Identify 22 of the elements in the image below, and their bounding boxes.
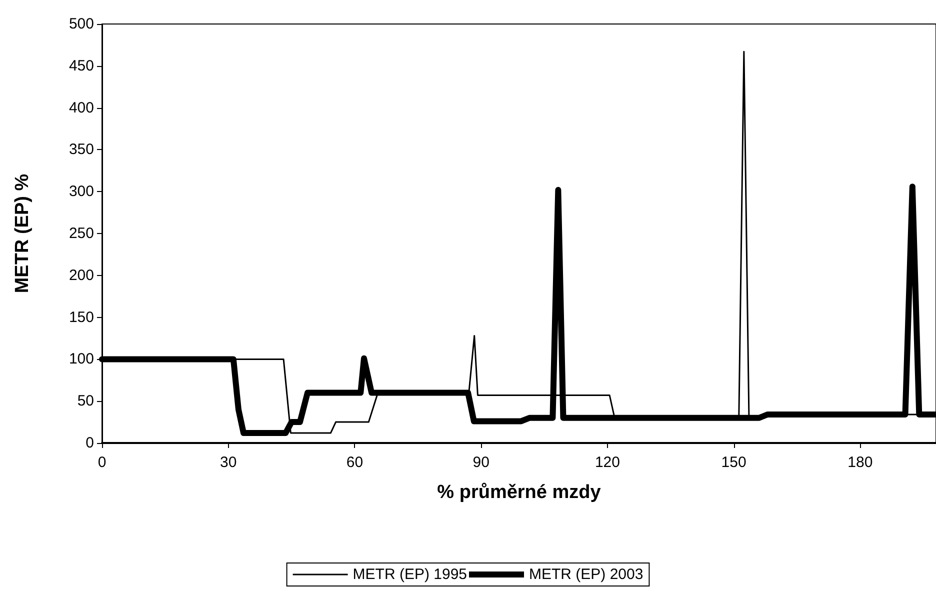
x-tick-label: 120 xyxy=(594,454,620,471)
y-tick-label: 100 xyxy=(68,350,94,368)
x-tick-label: 150 xyxy=(721,454,746,471)
y-tick-label: 0 xyxy=(86,434,94,452)
y-tick-label: 200 xyxy=(68,266,94,284)
x-tick-label: 60 xyxy=(346,454,364,471)
x-tick-label: 30 xyxy=(220,454,237,471)
x-tick-label: 180 xyxy=(848,454,873,471)
legend-label: METR (EP) 1995 xyxy=(352,566,468,583)
y-tick-label: 500 xyxy=(68,16,94,32)
x-axis-title: % průměrné mzdy xyxy=(437,482,602,503)
y-tick-label: 300 xyxy=(68,183,94,200)
y-tick-label: 250 xyxy=(68,225,94,242)
x-tick-label: 90 xyxy=(472,454,490,471)
y-tick-label: 450 xyxy=(68,57,94,74)
y-tick-label: 350 xyxy=(68,141,94,158)
y-tick-label: 150 xyxy=(68,308,94,326)
y-axis-title: METR (EP) % xyxy=(12,174,33,294)
y-tick-label: 50 xyxy=(77,392,94,410)
x-tick-label: 0 xyxy=(98,454,106,471)
legend-label: METR (EP) 2003 xyxy=(529,566,644,583)
y-tick-label: 400 xyxy=(68,99,94,116)
